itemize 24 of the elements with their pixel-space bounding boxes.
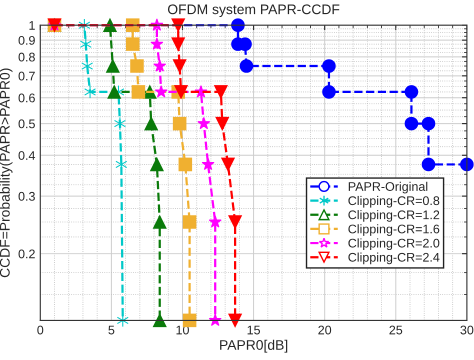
x-tick-label: 25 bbox=[389, 326, 402, 334]
legend-label: Clipping-CR=2.4 bbox=[348, 252, 440, 264]
y-tick-label: 1 bbox=[29, 21, 35, 30]
y-tick-label: 0.8 bbox=[18, 52, 35, 62]
y-tick-label: 0.6 bbox=[18, 94, 35, 102]
legend-label: Clipping-CR=0.8 bbox=[348, 196, 440, 208]
chart-title: OFDM system PAPR-CCDF bbox=[168, 4, 340, 17]
y-tick-label: 0.4 bbox=[18, 151, 36, 160]
x-tick-label: 0 bbox=[37, 326, 44, 334]
y-tick-label: 0.5 bbox=[18, 119, 35, 128]
y-tick-label: 0.9 bbox=[18, 36, 35, 45]
y-tick-label: 0.3 bbox=[18, 192, 35, 201]
x-tick-label: 15 bbox=[248, 326, 260, 334]
y-axis-title: CCDF=Probability(PAPR>PAPR0) bbox=[0, 68, 12, 278]
x-tick-label: 5 bbox=[108, 326, 114, 334]
legend-label: Clipping-CR=2.0 bbox=[348, 238, 440, 250]
x-axis-title: PAPR0[dB] bbox=[220, 340, 288, 353]
legend-label: PAPR-Original bbox=[348, 182, 428, 194]
legend-label: Clipping-CR=1.2 bbox=[348, 210, 440, 222]
y-tick-label: 0.2 bbox=[18, 249, 35, 258]
legend-label: Clipping-CR=1.6 bbox=[348, 224, 440, 236]
y-tick-label: 0.7 bbox=[18, 72, 35, 80]
x-tick-label: 30 bbox=[460, 326, 474, 334]
x-tick-label: 20 bbox=[318, 326, 332, 334]
